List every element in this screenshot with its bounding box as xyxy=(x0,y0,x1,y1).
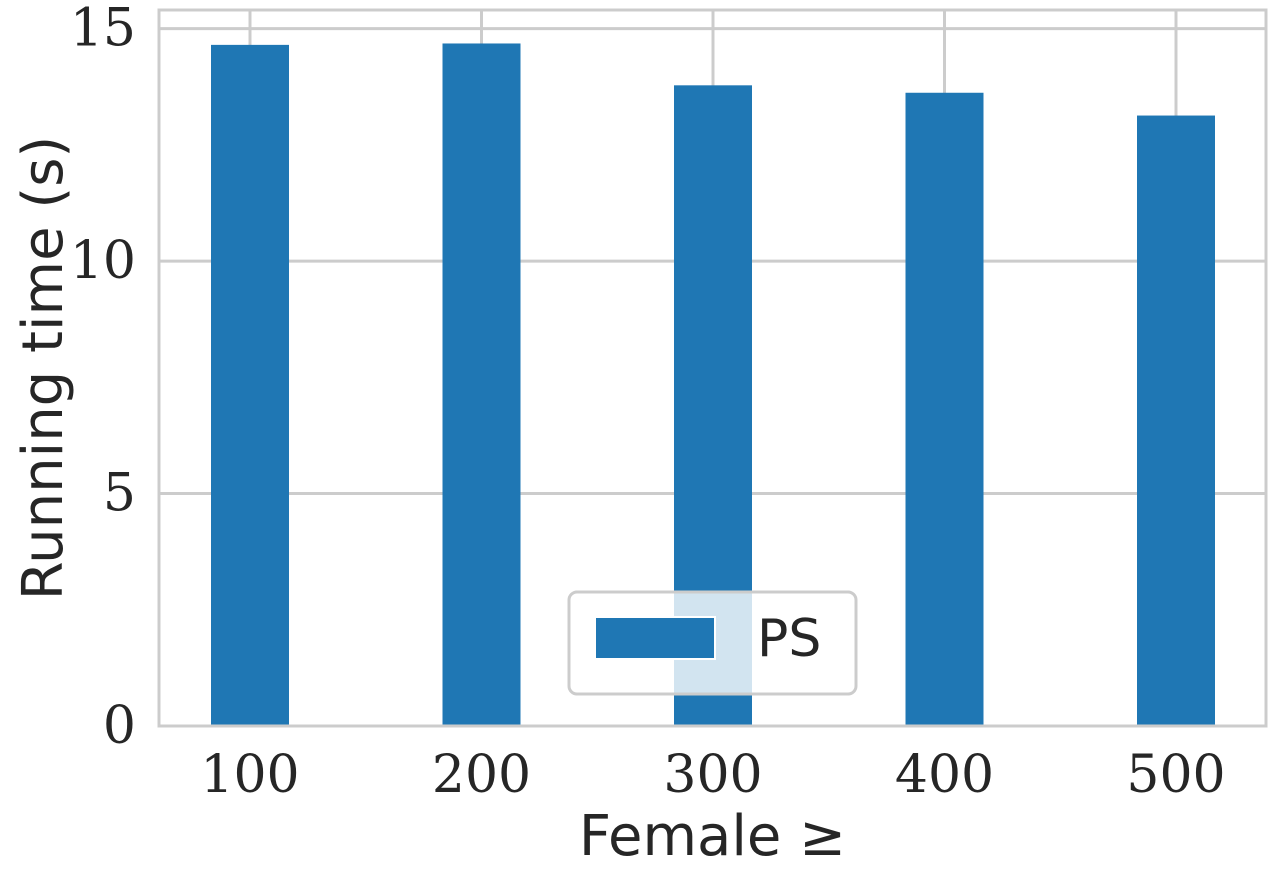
legend: PS xyxy=(567,590,858,696)
legend-swatch-ps xyxy=(594,616,716,660)
y-tick-label: 0 xyxy=(103,696,136,756)
x-axis-title: Female ≥ xyxy=(579,804,846,869)
bar xyxy=(1137,115,1215,726)
y-tick-label: 5 xyxy=(103,464,136,524)
bar xyxy=(211,44,289,727)
x-tick-label: 400 xyxy=(895,745,994,805)
y-axis-ticks: 0 5 10 15 xyxy=(70,0,136,756)
legend-label-ps: PS xyxy=(757,609,821,669)
x-tick-label: 500 xyxy=(1126,745,1225,805)
bar xyxy=(442,43,521,726)
x-tick-label: 200 xyxy=(432,745,531,805)
plot-frame xyxy=(157,8,1268,728)
y-tick-label: 10 xyxy=(70,231,136,291)
x-axis-ticks: 100 200 300 400 500 xyxy=(200,745,1225,805)
y-axis-title: Running time (s) xyxy=(11,136,76,600)
y-tick-label: 15 xyxy=(70,0,136,59)
bar xyxy=(905,92,984,727)
x-tick-label: 100 xyxy=(200,745,299,805)
x-tick-label: 300 xyxy=(663,745,762,805)
bars xyxy=(211,43,1215,727)
